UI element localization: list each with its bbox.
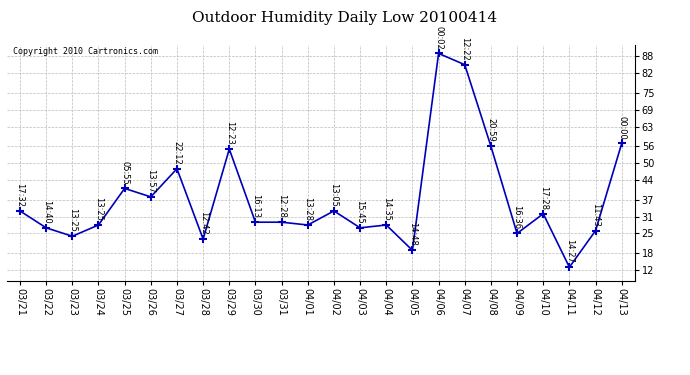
Text: 13:05: 13:05 [329, 183, 338, 207]
Text: 11:43: 11:43 [591, 202, 600, 226]
Text: 05:55: 05:55 [120, 160, 129, 184]
Text: Outdoor Humidity Daily Low 20100414: Outdoor Humidity Daily Low 20100414 [193, 11, 497, 25]
Text: 15:45: 15:45 [355, 200, 364, 223]
Text: 14:48: 14:48 [408, 222, 417, 246]
Text: 14:27: 14:27 [565, 239, 574, 263]
Text: 22:12: 22:12 [172, 141, 181, 165]
Text: 13:25: 13:25 [68, 208, 77, 232]
Text: 20:59: 20:59 [486, 118, 495, 142]
Text: 12:23: 12:23 [225, 121, 234, 145]
Text: 00:00: 00:00 [618, 116, 627, 139]
Text: 12:42: 12:42 [199, 211, 208, 235]
Text: 13:57: 13:57 [146, 169, 155, 193]
Text: 17:28: 17:28 [539, 186, 548, 210]
Text: 16:13: 16:13 [251, 194, 260, 218]
Text: 13:25: 13:25 [94, 197, 103, 221]
Text: 17:32: 17:32 [15, 183, 24, 207]
Text: 12:28: 12:28 [277, 194, 286, 218]
Text: 14:35: 14:35 [382, 197, 391, 221]
Text: 16:36: 16:36 [513, 205, 522, 229]
Text: 00:02: 00:02 [434, 26, 443, 49]
Text: 14:40: 14:40 [41, 200, 50, 223]
Text: 12:22: 12:22 [460, 37, 469, 60]
Text: 13:28: 13:28 [304, 197, 313, 221]
Text: Copyright 2010 Cartronics.com: Copyright 2010 Cartronics.com [13, 47, 158, 56]
